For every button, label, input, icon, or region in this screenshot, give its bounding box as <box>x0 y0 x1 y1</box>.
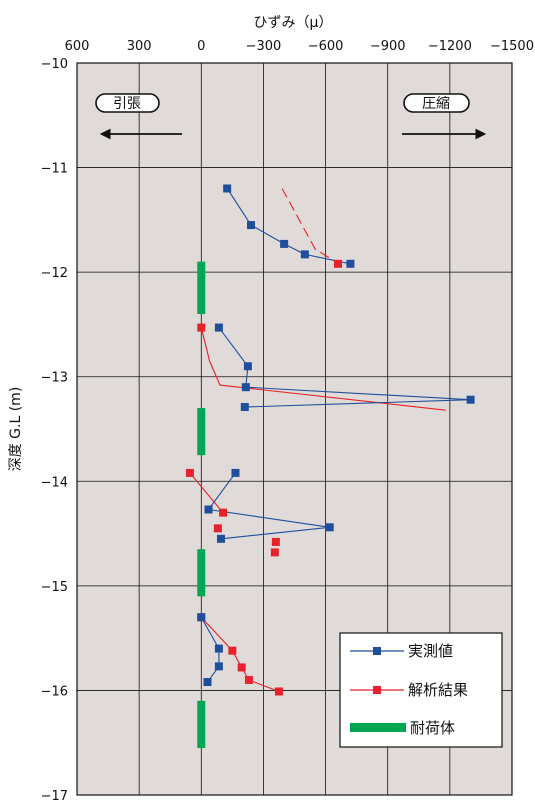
load-body-bar <box>197 408 206 456</box>
measured-point <box>300 250 309 259</box>
x-tick-label: −1200 <box>428 39 472 54</box>
compression-badge <box>403 93 470 113</box>
y-tick-label: −14 <box>41 475 68 490</box>
y-tick-label: −16 <box>41 684 68 699</box>
x-tick-label: −1500 <box>490 39 534 54</box>
measured-point <box>231 468 240 477</box>
analysis-point <box>219 508 228 517</box>
measured-point <box>204 505 213 514</box>
measured-point <box>241 383 250 392</box>
analysis-point <box>185 468 194 477</box>
analysis-point <box>237 663 246 672</box>
load-body-bar <box>197 549 206 597</box>
measured-point <box>216 534 225 543</box>
legend-swatch-measured-marker <box>373 647 381 655</box>
load-body-bar <box>197 261 206 314</box>
analysis-point <box>271 537 280 546</box>
analysis-point <box>244 675 253 684</box>
annotation-compression: 圧縮 <box>402 93 487 140</box>
legend-swatch-analysis-marker <box>373 686 381 694</box>
measured-point <box>203 678 212 687</box>
plot-frame <box>76 62 513 796</box>
y-tick-labels: −10 −11 −12 −13 −14 −15 −16 −17 <box>41 57 68 804</box>
measured-point <box>466 395 475 404</box>
y-tick-label: −11 <box>41 162 68 177</box>
measured-point <box>243 362 252 371</box>
x-tick-label: −600 <box>308 39 344 54</box>
x-tick-label: 300 <box>127 39 152 54</box>
x-tick-label: −900 <box>370 39 406 54</box>
analysis-line <box>200 327 446 411</box>
legend-swatch-load-body <box>350 723 406 732</box>
compression-label: 圧縮 <box>422 96 450 112</box>
y-tick-label: −12 <box>41 266 68 281</box>
measured-point <box>247 221 255 230</box>
x-axis-title: ひずみ（μ） <box>254 15 333 31</box>
legend-label-load-body: 耐荷体 <box>410 719 455 737</box>
measured-point <box>214 644 223 653</box>
y-tick-label: −10 <box>41 57 68 72</box>
x-tick-label: −300 <box>246 39 282 54</box>
measured-line <box>207 472 330 540</box>
analysis-line <box>281 188 340 265</box>
analysis-line <box>189 472 224 514</box>
measured-point <box>346 259 355 268</box>
legend: 実測値 解析結果 耐荷体 <box>339 632 503 748</box>
measured-point <box>197 613 206 622</box>
tension-label: 引張 <box>113 96 141 112</box>
measured-point <box>214 323 223 332</box>
x-tick-label: 600 <box>65 39 90 54</box>
x-tick-label: 0 <box>197 39 205 54</box>
analysis-point <box>213 524 222 533</box>
legend-label-measured: 実測値 <box>408 642 453 660</box>
measured-point <box>325 523 334 532</box>
analysis-point <box>197 323 206 332</box>
y-tick-label: −13 <box>41 371 68 386</box>
measured-point <box>223 184 232 193</box>
analysis-point <box>334 259 342 268</box>
tension-badge <box>95 93 160 113</box>
measured-point <box>240 403 249 412</box>
x-tick-labels: 600 300 0 −300 −600 −900 −1200 −1500 <box>65 39 534 54</box>
analysis-point <box>270 548 279 557</box>
series-layer <box>185 184 475 748</box>
y-axis-title: 深度 G.L (m) <box>8 387 24 472</box>
y-tick-label: −15 <box>41 580 68 595</box>
measured-point <box>214 662 223 671</box>
annotation-tension: 引張 <box>95 93 182 140</box>
analysis-point <box>228 646 237 655</box>
measured-point <box>280 239 289 248</box>
legend-label-analysis: 解析結果 <box>408 681 468 699</box>
analysis-point <box>274 687 283 696</box>
measured-line <box>200 616 220 683</box>
y-tick-label: −17 <box>41 789 68 804</box>
load-body-bar <box>197 700 206 748</box>
